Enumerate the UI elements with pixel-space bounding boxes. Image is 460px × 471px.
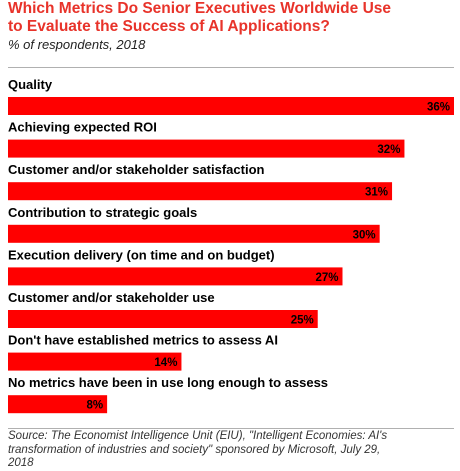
value-label: 30% bbox=[353, 229, 376, 241]
category-label: Achieving expected ROI bbox=[8, 120, 157, 135]
bar bbox=[8, 395, 108, 414]
category-label: Contribution to strategic goals bbox=[8, 205, 197, 220]
chart-title: Which Metrics Do Senior Executives World… bbox=[8, 0, 454, 36]
source-line1: Source: The Economist Intelligence Unit … bbox=[8, 430, 388, 442]
bar bbox=[8, 224, 380, 243]
value-label: 8% bbox=[86, 400, 103, 412]
value-label: 14% bbox=[154, 357, 177, 369]
category-label: Customer and/or stakeholder satisfaction bbox=[8, 162, 265, 177]
bar bbox=[8, 182, 393, 201]
chart-title-line1: Which Metrics Do Senior Executives World… bbox=[8, 0, 392, 17]
source-line3: 2018 bbox=[8, 457, 34, 469]
value-label: 27% bbox=[315, 272, 338, 284]
category-label: Customer and/or stakeholder use bbox=[8, 290, 215, 305]
value-label: 31% bbox=[365, 187, 388, 199]
chart-header: Which Metrics Do Senior Executives World… bbox=[8, 0, 454, 53]
category-label: Don't have established metrics to assess… bbox=[8, 333, 278, 348]
bar bbox=[8, 352, 182, 371]
value-label: 25% bbox=[291, 315, 314, 327]
chart-subtitle: % of respondents, 2018 bbox=[8, 37, 146, 52]
source-line2: transformation of industries and society… bbox=[8, 443, 381, 456]
bar bbox=[8, 139, 405, 158]
value-label: 36% bbox=[427, 102, 450, 114]
bar bbox=[8, 97, 454, 115]
bottom-divider bbox=[8, 428, 454, 429]
value-label: 32% bbox=[377, 144, 400, 156]
category-label: No metrics have been in use long enough … bbox=[8, 375, 328, 390]
chart-title-line2: to Evaluate the Success of AI Applicatio… bbox=[8, 18, 330, 35]
category-label: Execution delivery (on time and on budge… bbox=[8, 247, 275, 262]
source-note: Source: The Economist Intelligence Unit … bbox=[8, 430, 454, 471]
category-label: Quality bbox=[8, 77, 53, 92]
top-divider bbox=[8, 67, 454, 68]
bar bbox=[8, 267, 343, 286]
bar bbox=[8, 310, 318, 328]
